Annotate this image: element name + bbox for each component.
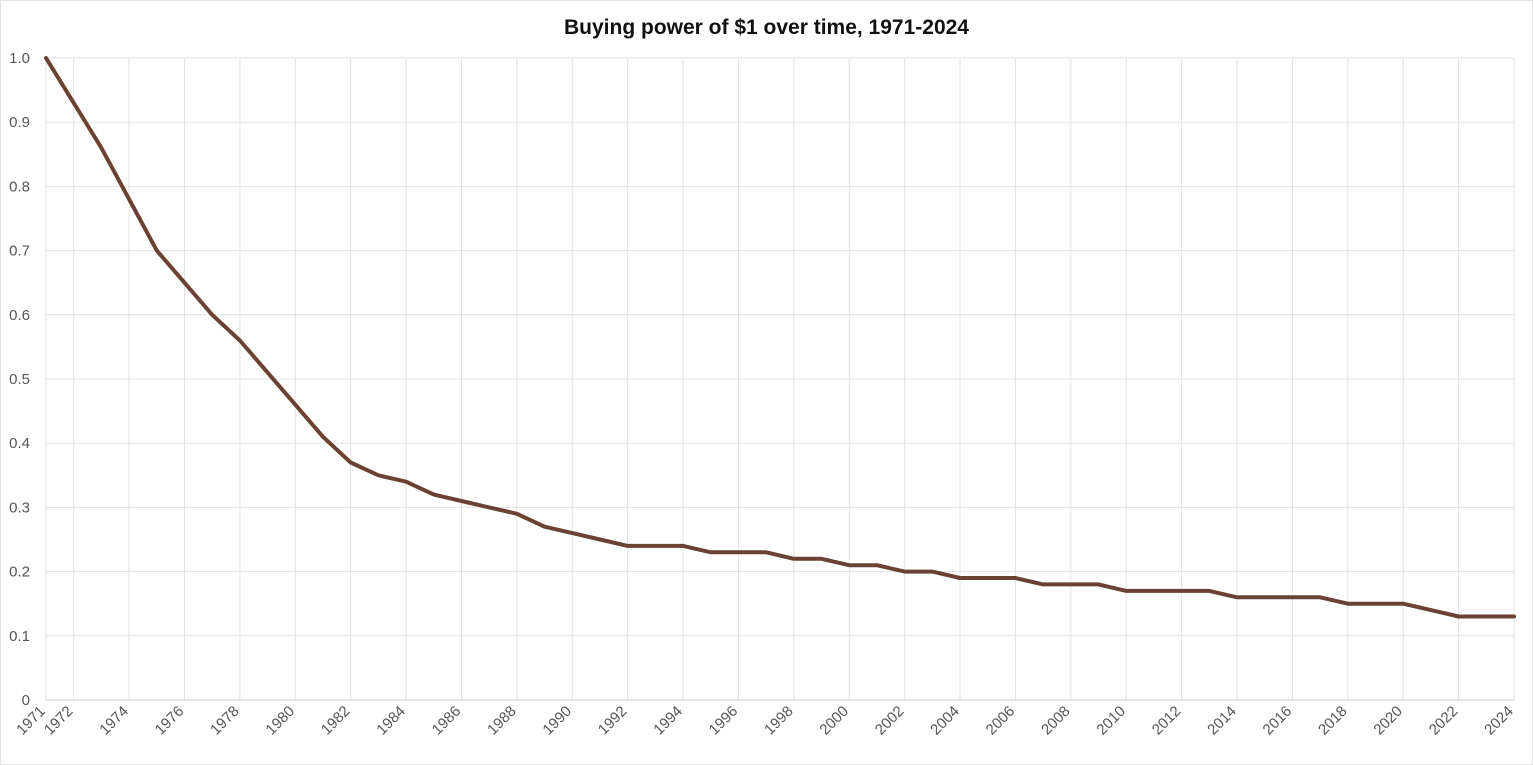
x-tick-label: 1978 bbox=[207, 703, 243, 739]
chart-title: Buying power of $1 over time, 1971-2024 bbox=[564, 16, 969, 39]
y-tick-label: 0.4 bbox=[9, 435, 30, 452]
x-tick-label: 1996 bbox=[706, 703, 742, 739]
x-tick-label: 2008 bbox=[1038, 703, 1074, 739]
x-tick-label: 1976 bbox=[152, 703, 188, 739]
y-tick-label: 0 bbox=[22, 692, 30, 709]
y-tick-label: 0.6 bbox=[9, 307, 30, 324]
x-tick-label: 2012 bbox=[1149, 703, 1185, 739]
series-layer bbox=[44, 56, 1516, 619]
x-tick-label: 2010 bbox=[1093, 703, 1129, 739]
x-tick-label: 2016 bbox=[1260, 703, 1296, 739]
x-tick-label: 2020 bbox=[1370, 703, 1406, 739]
grid-layer bbox=[45, 57, 1515, 701]
x-tick-label: 1974 bbox=[96, 703, 132, 739]
x-tick-label: 1980 bbox=[262, 703, 298, 739]
y-tick-label: 0.9 bbox=[9, 114, 30, 131]
x-tick-label: 2000 bbox=[816, 703, 852, 739]
y-tick-label: 0.2 bbox=[9, 564, 30, 581]
y-tick-label: 0.1 bbox=[9, 628, 30, 645]
x-tick-label: 1992 bbox=[595, 703, 631, 739]
x-tick-label: 2004 bbox=[927, 703, 963, 739]
x-tick-label: 1988 bbox=[484, 703, 520, 739]
x-tick-label: 2024 bbox=[1481, 703, 1517, 739]
y-tick-label: 0.7 bbox=[9, 243, 30, 260]
x-tick-label: 1972 bbox=[41, 703, 77, 739]
y-tick-label: 0.3 bbox=[9, 499, 30, 516]
x-tick-label: 1998 bbox=[761, 703, 797, 739]
x-tick-label: 2002 bbox=[872, 703, 908, 739]
x-tick-label: 1994 bbox=[650, 703, 686, 739]
x-tick-label: 1990 bbox=[539, 703, 575, 739]
x-tick-label: 2014 bbox=[1204, 703, 1240, 739]
x-tick-label: 1971 bbox=[13, 703, 49, 739]
x-tick-label: 1986 bbox=[429, 703, 465, 739]
x-tick-label: 1984 bbox=[373, 703, 409, 739]
y-tick-label: 0.8 bbox=[9, 178, 30, 195]
y-tick-label: 1.0 bbox=[9, 50, 30, 67]
x-tick-label: 2022 bbox=[1426, 703, 1462, 739]
x-tick-label: 2006 bbox=[983, 703, 1019, 739]
series-line bbox=[44, 56, 1516, 619]
x-tick-label: 1982 bbox=[318, 703, 354, 739]
y-tick-label: 0.5 bbox=[9, 371, 30, 388]
x-tick-label: 2018 bbox=[1315, 703, 1351, 739]
